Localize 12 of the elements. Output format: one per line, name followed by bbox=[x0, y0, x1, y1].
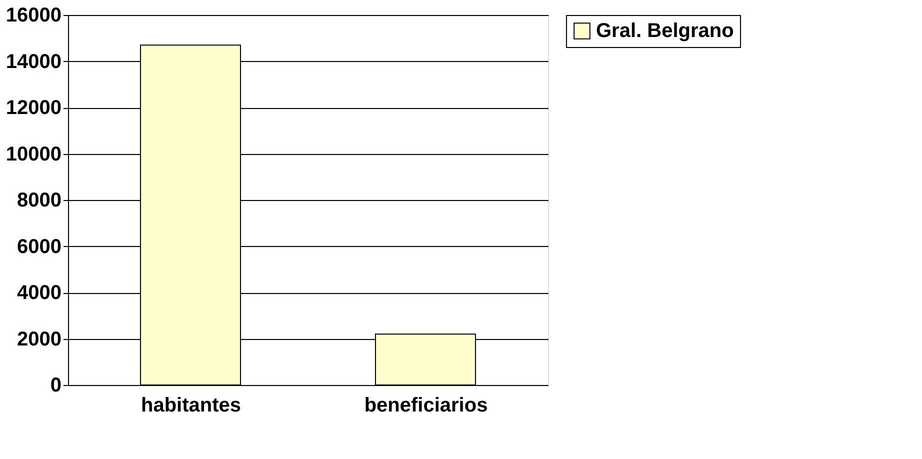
y-tick-label: 14000 bbox=[6, 50, 62, 73]
y-tick-label: 8000 bbox=[17, 190, 62, 212]
y-tick-label: 6000 bbox=[17, 236, 62, 258]
x-tick-label: beneficiarios bbox=[364, 394, 488, 416]
y-tick-label: 16000 bbox=[6, 4, 62, 26]
y-tick-label: 12000 bbox=[6, 97, 62, 119]
y-tick-label: 4000 bbox=[17, 282, 62, 304]
y-tick-label: 0 bbox=[50, 374, 62, 396]
y-tick-label: 10000 bbox=[6, 143, 62, 166]
y-tick-label: 2000 bbox=[17, 328, 62, 350]
legend-label: Gral. Belgrano bbox=[596, 20, 734, 42]
x-tick-label: habitantes bbox=[140, 394, 242, 416]
